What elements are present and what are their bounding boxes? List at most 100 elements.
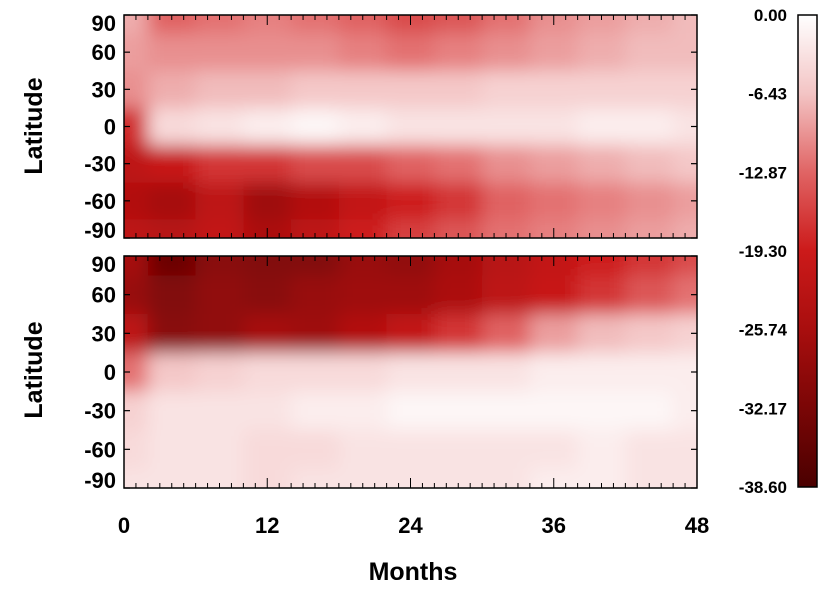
y-axis-title-bottom: Latitude [20,321,48,418]
heatmap-cell [529,275,579,315]
heatmap-cell [577,33,627,72]
heatmap-cell [195,275,245,315]
heatmap-cell [147,430,197,470]
heatmap-cell [338,107,388,147]
heatmap-cell [147,70,197,109]
heatmap-cell [124,15,149,35]
heatmap-cell [434,391,484,431]
heatmap-cell [673,70,697,109]
heatmap-cell [482,70,531,109]
heatmap-cell [195,256,245,277]
heatmap-cell [673,107,697,147]
heatmap-cell [338,70,388,109]
heatmap-cell [482,275,531,315]
heatmap-cell [386,70,436,109]
heatmap-cell [386,391,436,431]
heatmap-cell [529,430,579,470]
y-tick-label: -90 [84,218,116,243]
heatmap-cell [577,430,627,470]
heatmap-cell [291,391,340,431]
heatmap-cell [482,391,531,431]
y-tick-label: -30 [84,399,116,424]
heatmap-cell [482,352,531,393]
heatmap-cells-bottom [124,256,697,488]
heatmap-cell [386,182,436,221]
y-tick-label: 90 [92,11,116,36]
heatmap-cell [243,33,293,72]
heatmap-cell [625,430,675,470]
heatmap-cell [434,33,484,72]
heatmap-cell [243,145,293,184]
heatmap-cell [124,219,149,238]
heatmap-cell [577,107,627,147]
y-tick-label: 0 [104,115,116,140]
heatmap-cell [147,314,197,354]
x-tick-labels: 0 12 24 36 48 [118,513,709,538]
heatmap-cell [673,468,697,488]
heatmap-cell [338,182,388,221]
heatmap-cell [577,275,627,315]
y-axis-title-top: Latitude [20,77,48,174]
heatmap-cell [625,70,675,109]
heatmap-cell [673,182,697,221]
colorbar-label: -12.87 [739,163,787,182]
heatmap-cell [195,145,245,184]
heatmap-cell [386,107,436,147]
heatmap-cell [577,352,627,393]
x-tick-label: 12 [255,513,279,538]
y-tick-label: -30 [84,152,116,177]
heatmap-cell [625,275,675,315]
heatmap-cell [577,182,627,221]
heatmap-cell [673,33,697,72]
y-ticks-bottom: 90 60 30 0 -30 -60 -90 [84,252,697,493]
heatmap-cell [147,391,197,431]
colorbar-label: -32.17 [739,399,787,418]
x-tick-label: 0 [118,513,130,538]
heatmap-cell [529,352,579,393]
heatmap-cell [434,314,484,354]
heatmap-cell [291,182,340,221]
heatmap-cell [529,33,579,72]
heatmap-cell [386,430,436,470]
x-tick-label: 24 [398,513,423,538]
heatmap-cell [625,391,675,431]
colorbar-label: -19.30 [739,242,787,261]
heatmap-cell [434,256,484,277]
heatmap-cell [577,70,627,109]
heatmap-cell [291,145,340,184]
heatmap-cell [386,145,436,184]
heatmap-cell [625,256,675,277]
colorbar-label: 0.00 [754,6,787,25]
heatmap-cell [243,70,293,109]
heatmap-cell [673,430,697,470]
heatmap-cell [291,275,340,315]
heatmap-cell [577,256,627,277]
heatmap-cell [243,430,293,470]
heatmap-cell [673,314,697,354]
x-ticks-top [123,15,698,238]
heatmap-cell [147,182,197,221]
heatmap-cell [482,145,531,184]
heatmap-cell [529,15,579,35]
heatmap-cell [673,256,697,277]
y-tick-label: -90 [84,468,116,493]
heatmap-cell [673,219,697,238]
colorbar-ramp [797,14,818,488]
heatmap-cell [338,15,388,35]
heatmap-cell [338,430,388,470]
heatmap-cell [147,107,197,147]
heatmap-cell [673,275,697,315]
heatmap-cell [386,33,436,72]
heatmap-panel-top: 90 60 30 0 -30 -60 -90 Latitude [20,11,698,243]
heatmap-cell [147,256,197,277]
heatmap-cell [529,391,579,431]
heatmap-cell [243,182,293,221]
y-tick-label: 30 [92,77,116,102]
y-tick-label: -60 [84,437,116,462]
colorbar-labels: 0.00 -6.43 -12.87 -19.30 -25.74 -32.17 -38.60 [739,6,788,497]
heatmap-cell [338,33,388,72]
heatmap-cell [434,70,484,109]
heatmap-cell [482,256,531,277]
heatmap-cell [243,352,293,393]
heatmap-cell [195,33,245,72]
